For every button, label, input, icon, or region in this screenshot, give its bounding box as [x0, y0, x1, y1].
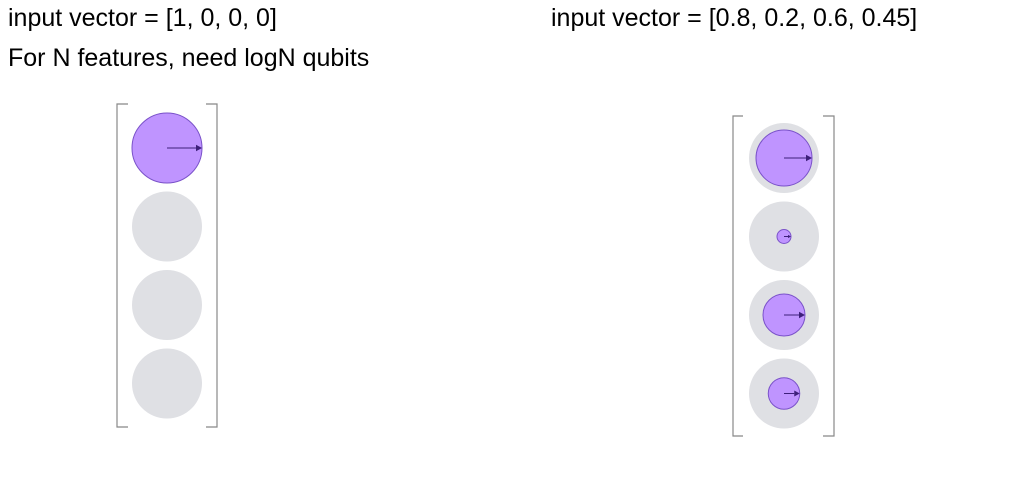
right-amplitude-1: [749, 123, 819, 193]
arrow-head-icon: [799, 311, 805, 319]
left-bracket-close: [206, 103, 218, 428]
amplitude-background-circle: [132, 191, 202, 262]
arrow-head-icon: [788, 234, 791, 239]
arrow-head-icon: [794, 390, 800, 397]
right-vector-title: input vector = [0.8, 0.2, 0.6, 0.45]: [551, 4, 918, 32]
left-amplitude-3: [132, 270, 202, 340]
right-amplitude-2: [749, 201, 819, 272]
left-amplitude-cells: [131, 112, 203, 419]
arrow-head-icon: [196, 144, 202, 152]
arrow-head-icon: [806, 154, 812, 162]
left-vector-title: input vector = [1, 0, 0, 0]: [8, 4, 277, 32]
right-vector: [732, 115, 835, 437]
qubit-count-caption: For N features, need logN qubits: [8, 44, 370, 72]
left-amplitude-4: [132, 348, 202, 419]
right-bracket-open: [732, 115, 743, 437]
left-vector: [116, 103, 218, 428]
right-amplitude-4: [749, 358, 819, 429]
right-amplitude-3: [749, 280, 819, 350]
left-amplitude-2: [132, 191, 202, 262]
right-bracket-close: [823, 115, 835, 437]
right-amplitude-cells: [749, 123, 819, 429]
amplitude-background-circle: [132, 348, 202, 419]
left-bracket-open: [116, 103, 128, 428]
amplitude-background-circle: [132, 270, 202, 340]
left-amplitude-1: [131, 112, 203, 184]
